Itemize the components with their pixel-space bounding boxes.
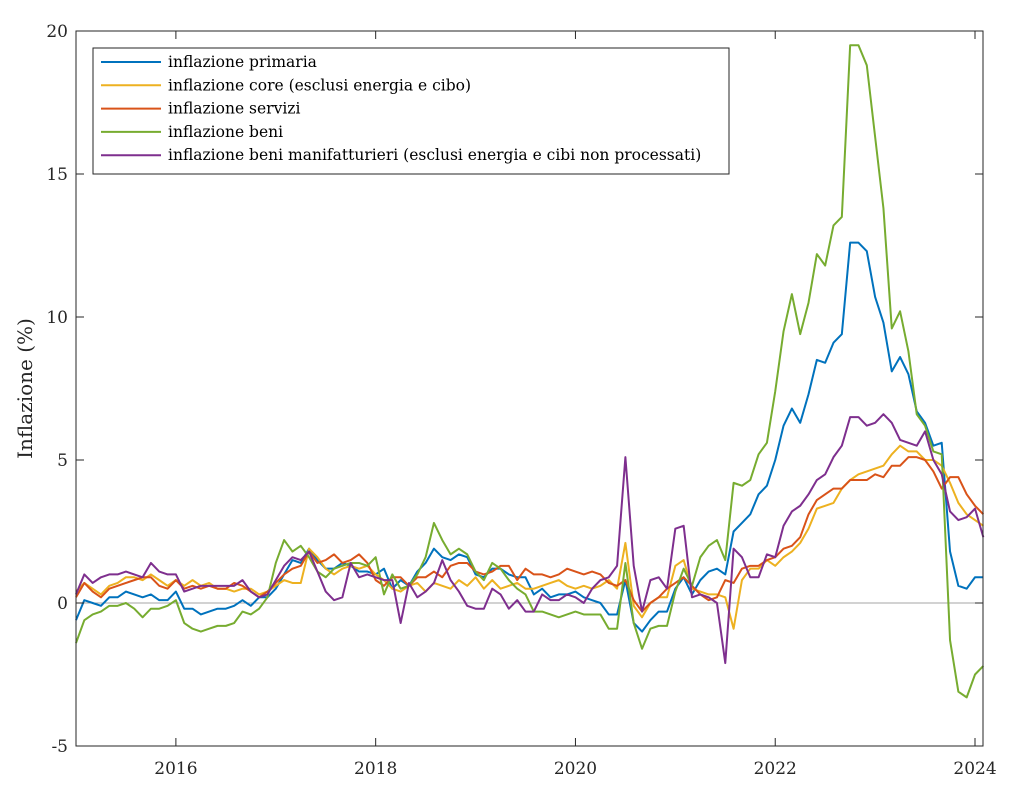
y-tick-label: 20: [46, 22, 68, 42]
series-line-4: [75, 44, 985, 699]
y-tick-label: 5: [57, 451, 68, 471]
legend-label-4: inflazione beni: [168, 123, 283, 141]
y-axis-title: Inflazione (%): [13, 318, 37, 459]
legend-label-5: inflazione beni manifatturieri (esclusi …: [168, 146, 701, 164]
x-tick-label: 2024: [953, 759, 996, 779]
series-line-1: [75, 241, 984, 633]
x-tick-label: 2022: [754, 759, 797, 779]
x-tick-label: 2018: [354, 759, 397, 779]
series-line-2: [75, 444, 984, 630]
y-tick-label: -5: [51, 737, 68, 757]
legend-label-3: inflazione servizi: [168, 100, 300, 118]
series-line-5: [75, 413, 985, 665]
y-tick-label: 0: [57, 594, 68, 614]
x-tick-label: 2020: [554, 759, 597, 779]
legend-label-1: inflazione primaria: [168, 53, 317, 71]
y-tick-label: 10: [46, 308, 68, 328]
series-line-3: [75, 456, 985, 613]
plot-box: [75, 30, 984, 747]
legend-box: [92, 47, 730, 175]
x-tick-label: 2016: [154, 759, 197, 779]
legend: inflazione primaria inflazione core (escl…: [92, 47, 730, 175]
y-tick-label: 15: [46, 165, 68, 185]
legend-label-2: inflazione core (esclusi energia e cibo): [168, 76, 471, 94]
